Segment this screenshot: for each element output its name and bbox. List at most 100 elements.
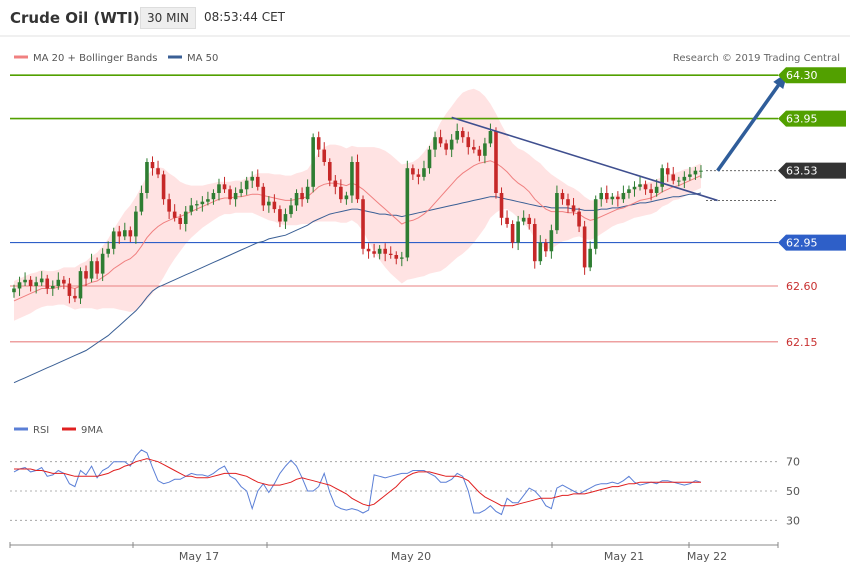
- candle-body: [366, 248, 371, 252]
- candle-body: [17, 282, 22, 289]
- candle-body: [228, 189, 232, 200]
- candle-body: [665, 168, 670, 175]
- candle-body: [699, 170, 703, 172]
- candle-body: [444, 143, 448, 150]
- candle-body: [355, 162, 360, 200]
- candle-body: [239, 189, 243, 193]
- candle-body: [45, 278, 50, 289]
- candle-body: [261, 186, 266, 206]
- candle-body: [145, 162, 149, 193]
- candle-body: [649, 189, 653, 193]
- candle-body: [78, 271, 83, 299]
- candle-body: [156, 168, 160, 175]
- candle-body: [117, 231, 122, 237]
- candle-body: [566, 199, 570, 206]
- candle-body: [411, 168, 415, 175]
- candle-body: [283, 214, 288, 222]
- candle-body: [555, 193, 559, 231]
- candle-body: [616, 196, 620, 200]
- candle-body: [416, 174, 421, 177]
- candle-body: [12, 288, 16, 293]
- candle-body: [632, 186, 637, 190]
- candle-body: [95, 261, 99, 274]
- candle-body: [405, 168, 410, 258]
- candle-body: [532, 224, 537, 262]
- candle-body: [84, 271, 88, 279]
- candle-body: [538, 242, 543, 262]
- rsi-panel: 70 50 30: [10, 449, 800, 527]
- candle-body: [73, 295, 77, 299]
- candle-body: [200, 201, 205, 205]
- candle-body: [300, 193, 304, 200]
- level-tag-resistance: [778, 67, 846, 84]
- candle-body: [339, 186, 343, 200]
- level-tag-label: 63.53: [786, 165, 818, 178]
- candle-body: [388, 253, 393, 255]
- projection-arrow: [716, 74, 788, 172]
- candle-body: [472, 147, 476, 150]
- candle-body: [316, 137, 321, 150]
- candle-body: [322, 149, 327, 162]
- candle-body: [499, 193, 504, 218]
- candle-body: [677, 180, 681, 182]
- candle-body: [250, 176, 255, 181]
- candle-body: [206, 199, 210, 202]
- candle-body: [599, 193, 604, 200]
- candle-body: [178, 217, 182, 224]
- candle-body: [688, 174, 692, 177]
- candle-body: [39, 278, 44, 283]
- candle-body: [294, 193, 299, 206]
- candle-body: [50, 286, 55, 289]
- ma50-legend-label: MA 50: [187, 53, 218, 64]
- candle-body: [372, 251, 376, 254]
- copyright-credit: Research © 2019 Trading Central: [673, 53, 840, 64]
- candle-body: [477, 149, 482, 156]
- candle-body: [327, 162, 332, 181]
- rsi-legend-label: RSI: [33, 425, 49, 436]
- candle-body: [172, 211, 177, 218]
- candle-body: [128, 230, 133, 237]
- candle-body: [400, 257, 404, 259]
- x-axis: May 17 May 20 May 21 May 22: [9, 542, 779, 563]
- level-tag-label: 64.30: [786, 69, 818, 82]
- candle-body: [255, 176, 260, 187]
- candle-body: [422, 168, 426, 177]
- candle-body: [455, 131, 459, 140]
- candle-body: [377, 248, 382, 254]
- candle-body: [466, 137, 471, 148]
- ma20-legend-label: MA 20 + Bollinger Bands: [33, 53, 157, 64]
- candle-body: [643, 184, 648, 190]
- candle-body: [183, 211, 188, 224]
- candle-body: [106, 248, 110, 254]
- candle-body: [593, 199, 598, 249]
- rsi-tick-label: 30: [786, 514, 800, 527]
- candle-body: [311, 137, 315, 187]
- chart-header: Crude Oil (WTI) 30 MIN 08:53:44 CET: [0, 0, 850, 36]
- candle-body: [23, 279, 27, 283]
- candle-body: [233, 193, 238, 200]
- timeframe-button[interactable]: 30 MIN: [140, 7, 196, 29]
- candle-body: [394, 255, 399, 259]
- candle-body: [488, 131, 493, 144]
- candle-body: [62, 279, 66, 284]
- level-tag-resistance: [778, 110, 846, 127]
- candle-body: [577, 211, 581, 227]
- candle-body: [449, 139, 454, 150]
- candle-body: [621, 193, 626, 200]
- rsi-ma9-line: [14, 458, 701, 507]
- candle-body: [89, 261, 94, 279]
- candle-body: [167, 199, 171, 212]
- candle-body: [161, 174, 166, 200]
- candle-body: [56, 279, 61, 286]
- candle-body: [693, 170, 698, 175]
- candle-body: [483, 143, 487, 156]
- rsi-line: [13, 449, 702, 516]
- candle-body: [571, 205, 576, 212]
- candle-body: [638, 184, 642, 187]
- level-tag-label: 62.60: [786, 280, 818, 293]
- candle-body: [544, 242, 548, 252]
- candle-body: [244, 180, 249, 190]
- candle-body: [560, 193, 565, 200]
- level-tag-label: 62.95: [786, 237, 818, 250]
- candle-body: [272, 201, 277, 210]
